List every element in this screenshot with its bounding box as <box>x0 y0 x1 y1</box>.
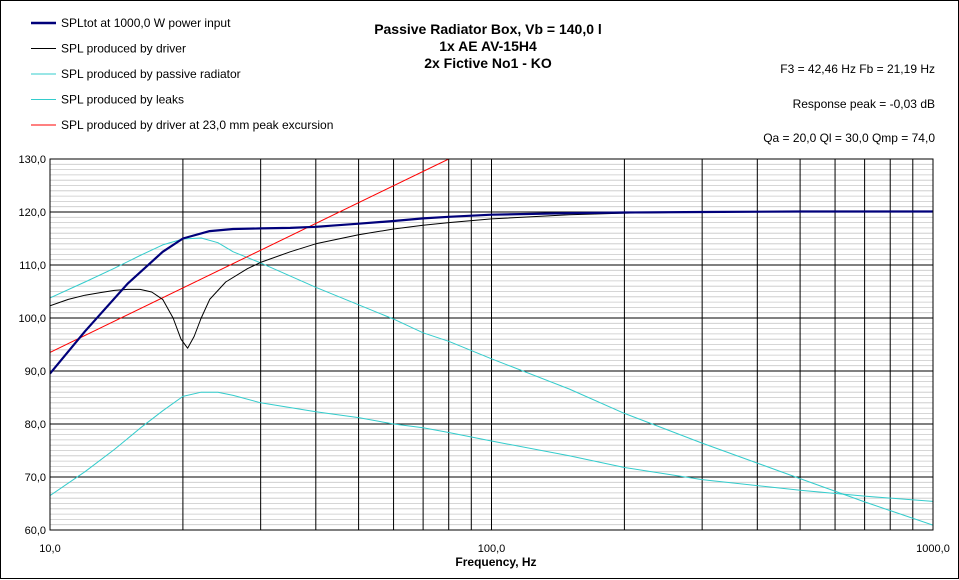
q-values-readout: Qa = 20,0 Ql = 30,0 Qmp = 74,0 <box>763 131 935 145</box>
y-tick-labels: 60,0 70,0 80,0 90,0 100,0 110,0 120,0 130,0 <box>18 154 46 537</box>
response-peak-readout: Response peak = -0,03 dB <box>793 97 935 111</box>
y-tick-label: 100,0 <box>18 313 46 325</box>
series-line-4 <box>50 391 933 502</box>
chart-title-line-1: Passive Radiator Box, Vb = 140,0 l <box>374 21 602 37</box>
f3-fb-readout: F3 = 42,46 Hz Fb = 21,19 Hz <box>780 62 935 76</box>
legend-label: SPL produced by driver at 23,0 mm peak e… <box>61 118 333 132</box>
x-tick-label: 10,0 <box>39 543 60 555</box>
x-tick-label: 1000,0 <box>916 543 950 555</box>
y-tick-label: 70,0 <box>25 472 46 484</box>
legend: SPLtot at 1000,0 W power input SPL produc… <box>31 16 333 132</box>
series-line-1 <box>50 210 933 375</box>
x-tick-label: 100,0 <box>478 543 506 555</box>
legend-label: SPL produced by passive radiator <box>61 67 241 81</box>
y-tick-label: 130,0 <box>18 154 46 166</box>
legend-label: SPLtot at 1000,0 W power input <box>61 16 231 30</box>
y-tick-label: 110,0 <box>19 260 46 272</box>
grid <box>49 158 934 531</box>
plot-area-border <box>49 158 934 531</box>
series-line-3 <box>50 237 933 526</box>
chart-title-line-3: 2x Fictive No1 - KO <box>424 55 552 71</box>
legend-label: SPL produced by driver <box>61 42 186 56</box>
series-line-5 <box>50 159 449 353</box>
y-tick-label: 90,0 <box>25 366 46 378</box>
x-tick-labels: 10,0 100,0 1000,0 <box>39 543 950 555</box>
chart-title-line-2: 1x AE AV-15H4 <box>439 38 537 54</box>
x-axis-label: Frequency, Hz <box>455 555 536 569</box>
y-tick-label: 120,0 <box>18 207 46 219</box>
y-tick-label: 80,0 <box>25 419 46 431</box>
legend-label: SPL produced by leaks <box>61 93 184 107</box>
series-group <box>50 159 933 526</box>
series-line-2 <box>50 211 933 349</box>
y-tick-label: 60,0 <box>25 525 46 537</box>
